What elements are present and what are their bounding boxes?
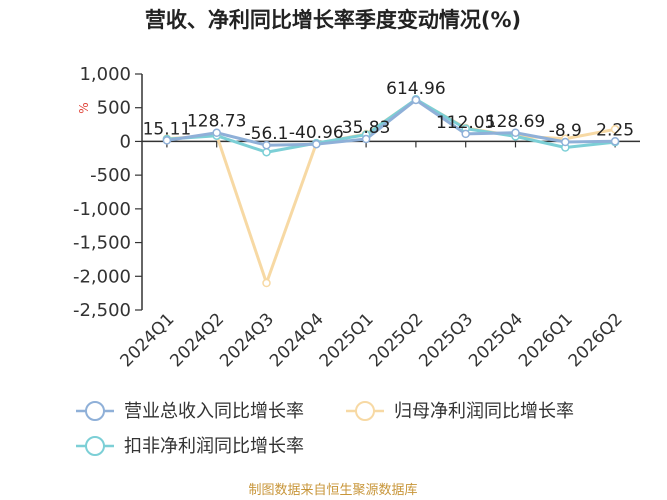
series-layer	[162, 95, 620, 288]
data-point	[511, 128, 520, 138]
data-point	[262, 278, 271, 288]
data-label: -8.9	[549, 121, 582, 141]
y-tick-label: -1,000	[73, 199, 131, 220]
data-point	[312, 139, 321, 149]
x-tick-label: 2025Q3	[415, 309, 477, 371]
data-point	[461, 129, 470, 139]
data-point	[561, 137, 570, 147]
data-label: 2.25	[596, 120, 634, 140]
y-axis-label: %	[77, 102, 91, 113]
legend-label: 扣非净利润同比增长率	[124, 436, 304, 457]
x-tick-label: 2026Q1	[515, 309, 577, 371]
data-point	[411, 95, 421, 105]
data-label: 15.11	[143, 119, 192, 139]
legend-label: 归母净利润同比增长率	[394, 401, 574, 422]
x-tick-label: 2025Q1	[316, 309, 378, 371]
data-point	[610, 137, 620, 146]
data-point	[610, 125, 620, 134]
data-label: 35.83	[342, 118, 391, 138]
y-tick-label: -500	[90, 165, 131, 186]
data-label: -56.1	[245, 124, 289, 144]
data-point	[361, 134, 371, 144]
data-point	[262, 140, 271, 150]
legend-swatch-marker	[85, 401, 105, 421]
x-tick-label: 2024Q3	[216, 309, 278, 371]
data-label: 128.73	[187, 112, 246, 132]
x-tick-label: 2026Q2	[565, 309, 627, 371]
y-tick-label: -2,000	[73, 266, 131, 287]
axes: 1,000 500 0 -500 -1,000 -1,500 -2,000 -2,500 202…	[73, 64, 640, 371]
series-line	[166, 97, 616, 154]
data-point	[262, 147, 271, 157]
y-tick-label: 1,000	[79, 64, 131, 85]
x-tick-label: 2024Q4	[266, 309, 328, 371]
chart-title: 营收、净利同比增长率季度变动情况(%)	[145, 8, 521, 32]
legend-label: 营业总收入同比增长率	[124, 401, 304, 422]
legend-swatch-marker	[355, 401, 375, 421]
series-line	[166, 98, 616, 147]
data-label: 614.96	[386, 79, 445, 99]
data-point	[212, 128, 221, 137]
y-tick-label: 500	[97, 98, 131, 119]
data-point	[162, 136, 172, 145]
x-tick-label: 2025Q4	[465, 309, 527, 371]
source-note: 制图数据来自恒生聚源数据库	[248, 482, 417, 498]
data-label: -40.96	[289, 123, 344, 143]
x-tick-label: 2024Q2	[166, 309, 228, 371]
y-tick-label: 0	[120, 131, 131, 152]
legend-swatch-marker	[85, 436, 105, 456]
y-tick-label: -1,500	[73, 233, 131, 254]
x-tick-label: 2025Q2	[366, 309, 428, 371]
data-label: 128.69	[486, 112, 545, 132]
y-tick-label: -2,500	[73, 300, 131, 321]
data-label: 112.05	[436, 113, 495, 133]
